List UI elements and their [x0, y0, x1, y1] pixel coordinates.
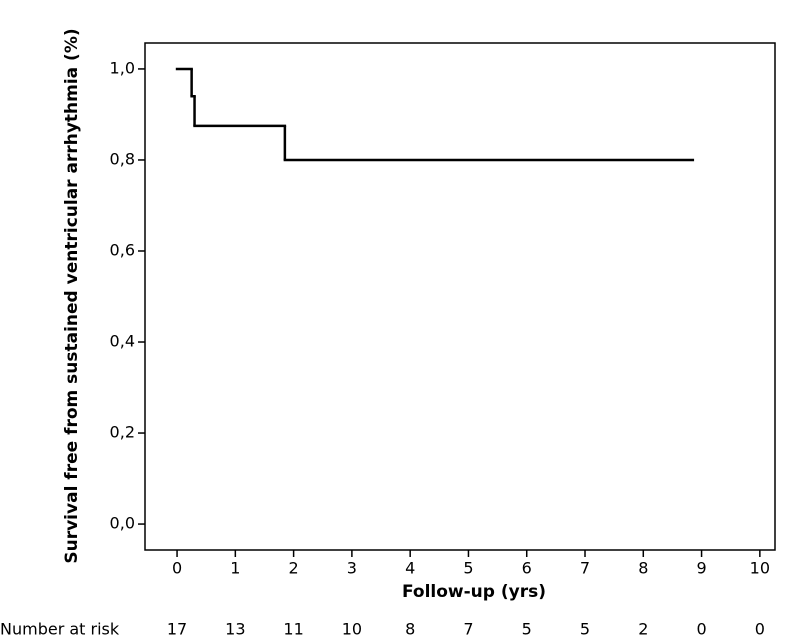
risk-value: 0 — [755, 620, 765, 639]
x-tick-label: 10 — [750, 559, 770, 578]
x-tick-label: 0 — [172, 559, 182, 578]
risk-value: 5 — [522, 620, 532, 639]
risk-value: 8 — [405, 620, 415, 639]
y-tick-label: 0,2 — [110, 423, 135, 442]
x-tick-label: 4 — [405, 559, 415, 578]
risk-value: 11 — [283, 620, 303, 639]
y-tick-label: 0,8 — [110, 149, 135, 168]
y-axis-title: Survival free from sustained ventricular… — [62, 28, 82, 563]
x-tick-label: 3 — [347, 559, 357, 578]
risk-value: 2 — [638, 620, 648, 639]
x-tick-label: 1 — [230, 559, 240, 578]
risk-value: 5 — [580, 620, 590, 639]
x-tick-label: 5 — [463, 559, 473, 578]
risk-value: 0 — [696, 620, 706, 639]
x-axis-title: Follow-up (yrs) — [402, 582, 546, 602]
x-tick-label: 7 — [580, 559, 590, 578]
x-tick-label: 8 — [638, 559, 648, 578]
x-tick-label: 6 — [522, 559, 532, 578]
risk-value: 10 — [342, 620, 362, 639]
x-tick-label: 2 — [289, 559, 299, 578]
risk-value: 17 — [167, 620, 187, 639]
plot-frame — [144, 42, 776, 551]
y-tick-label: 0,0 — [110, 514, 135, 533]
x-tick-label: 9 — [696, 559, 706, 578]
y-tick-label: 0,4 — [110, 332, 135, 351]
y-tick-label: 1,0 — [110, 58, 135, 77]
y-tick-label: 0,6 — [110, 240, 135, 259]
risk-value: 13 — [225, 620, 245, 639]
risk-label: Number at risk — [0, 620, 120, 639]
risk-value: 7 — [463, 620, 473, 639]
